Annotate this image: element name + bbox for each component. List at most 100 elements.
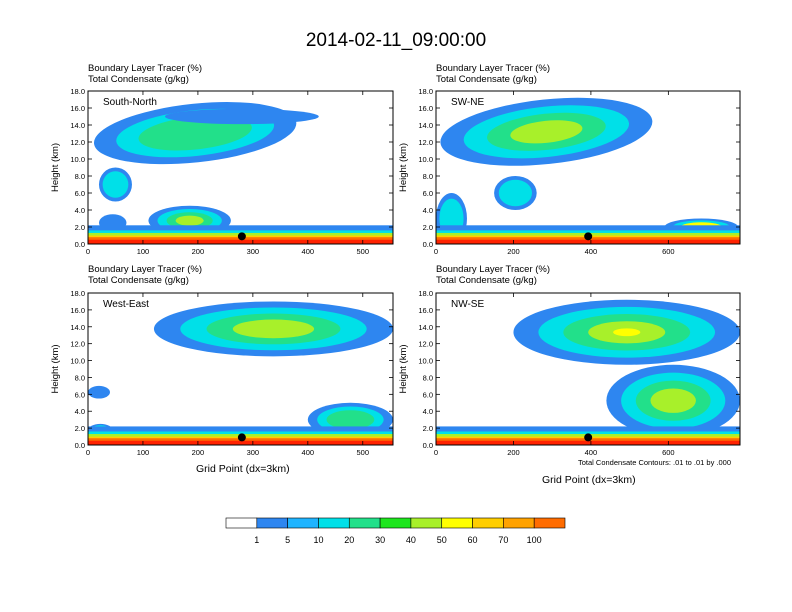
- tracer-label: Boundary Layer Tracer (%): [88, 264, 203, 275]
- colorbar-label: 5: [285, 535, 290, 545]
- y-tick-label: 18.0: [70, 289, 85, 298]
- condensate-label: Total Condensate (g/kg): [88, 74, 189, 85]
- cloud-region: [498, 179, 533, 207]
- boundary-layer-band: [436, 440, 740, 445]
- x-axis-label-nw-se: Grid Point (dx=3km): [542, 474, 636, 486]
- cloud-region: [510, 120, 583, 144]
- colorbar-label: 10: [313, 535, 323, 545]
- colorbar-swatch: [533, 517, 566, 529]
- panel-west-east: 0.0 2.0 4.0 6.0 8.0 10.0 12.0 14.0 16.0 18.0 0 100 2…: [50, 289, 394, 457]
- y-tick-label: 8.0: [75, 172, 85, 181]
- panel-label-sw-ne: Boundary Layer Tracer (%) Total Condensa…: [436, 63, 550, 85]
- x-tick-label: 0: [434, 247, 438, 256]
- x-tick-label: 600: [662, 448, 675, 457]
- y-axis-label: Height (km): [50, 344, 61, 393]
- y-tick-label: 12.0: [70, 340, 85, 349]
- plot-frame: [435, 292, 741, 446]
- y-tick-label: 2.0: [75, 223, 85, 232]
- y-tick-label: 2.0: [423, 424, 433, 433]
- x-tick-label: 0: [86, 448, 90, 457]
- colorbar-swatch: [410, 517, 443, 529]
- plot-frame: [87, 292, 394, 446]
- y-tick-label: 0.0: [423, 240, 433, 249]
- panel-label-nw-se: Boundary Layer Tracer (%) Total Condensa…: [436, 264, 550, 286]
- x-tick-label: 600: [662, 247, 675, 256]
- condensate-label: Total Condensate (g/kg): [436, 74, 537, 85]
- boundary-layer-band: [436, 239, 740, 244]
- colorbar-label: 60: [468, 535, 478, 545]
- location-marker: [584, 433, 593, 442]
- panel-label-west-east: Boundary Layer Tracer (%) Total Condensa…: [88, 264, 202, 286]
- colorbar-swatch: [379, 517, 412, 529]
- y-tick-label: 6.0: [423, 189, 433, 198]
- x-tick-label: 400: [302, 448, 315, 457]
- colorbar-label: 20: [344, 535, 354, 545]
- panel-name: SW-NE: [451, 97, 484, 108]
- panel-name: South-North: [103, 97, 157, 108]
- y-tick-label: 6.0: [423, 390, 433, 399]
- y-tick-label: 4.0: [423, 407, 433, 416]
- location-marker: [237, 232, 246, 241]
- x-tick-label: 200: [507, 247, 520, 256]
- y-tick-label: 14.0: [70, 323, 85, 332]
- panel-sw-ne: 0.0 2.0 4.0 6.0 8.0 10.0 12.0 14.0 16.0 18.0 0 200 4…: [398, 87, 741, 256]
- panel-south-north: 0.0 2.0 4.0 6.0 8.0 10.0 12.0 14.0 16.0 18.0 0 100 2…: [50, 87, 394, 256]
- panel-nw-se: 0.0 2.0 4.0 6.0 8.0 10.0 12.0 14.0 16.0 18.0 0 200 4…: [398, 289, 741, 457]
- plot-frame: [87, 90, 394, 245]
- colorbar: 1 5 10 20 30 40 50 60 70 100: [225, 517, 566, 545]
- y-tick-label: 8.0: [423, 373, 433, 382]
- colorbar-swatch: [256, 517, 288, 529]
- y-tick-label: 12.0: [418, 340, 433, 349]
- x-tick-label: 0: [86, 247, 90, 256]
- y-tick-label: 0.0: [75, 240, 85, 249]
- x-tick-label: 200: [192, 448, 205, 457]
- y-tick-label: 10.0: [418, 155, 433, 164]
- colorbar-swatch: [348, 517, 381, 529]
- y-tick-label: 16.0: [70, 104, 85, 113]
- y-tick-label: 2.0: [75, 424, 85, 433]
- y-axis-label: Height (km): [50, 143, 61, 192]
- x-tick-label: 400: [585, 247, 598, 256]
- x-tick-label: 200: [507, 448, 520, 457]
- plot-frame: [435, 90, 741, 245]
- y-tick-label: 18.0: [418, 87, 433, 96]
- y-tick-label: 18.0: [70, 87, 85, 96]
- condensate-label: Total Condensate (g/kg): [88, 275, 189, 286]
- y-tick-label: 4.0: [75, 206, 85, 215]
- y-tick-label: 16.0: [70, 306, 85, 315]
- location-marker: [584, 232, 593, 241]
- cloud-region: [175, 215, 204, 226]
- y-tick-label: 14.0: [418, 323, 433, 332]
- x-tick-label: 500: [357, 247, 370, 256]
- x-axis-label-west-east: Grid Point (dx=3km): [196, 463, 290, 475]
- x-tick-label: 500: [357, 448, 370, 457]
- colorbar-label: 50: [437, 535, 447, 545]
- cloud-region: [326, 410, 375, 430]
- colorbar-label: 1: [254, 535, 259, 545]
- y-tick-label: 4.0: [75, 407, 85, 416]
- colorbar-label: 70: [498, 535, 508, 545]
- y-tick-label: 14.0: [418, 121, 433, 130]
- tracer-field: [436, 97, 740, 244]
- boundary-layer-band: [88, 440, 393, 445]
- y-tick-label: 10.0: [70, 155, 85, 164]
- x-tick-label: 200: [192, 247, 205, 256]
- cloud-region: [102, 171, 129, 198]
- x-tick-label: 100: [137, 247, 150, 256]
- condensate-label: Total Condensate (g/kg): [436, 275, 537, 286]
- y-tick-label: 14.0: [70, 121, 85, 130]
- colorbar-swatch: [503, 517, 535, 529]
- tracer-field: [88, 301, 393, 445]
- y-tick-label: 0.0: [423, 441, 433, 450]
- y-tick-label: 18.0: [418, 289, 433, 298]
- x-tick-label: 100: [137, 448, 150, 457]
- x-tick-label: 400: [302, 247, 315, 256]
- cloud-region: [164, 108, 319, 125]
- colorbar-swatch: [225, 517, 258, 529]
- tracer-label: Boundary Layer Tracer (%): [88, 63, 203, 74]
- contour-note: Total Condensate Contours: .01 to .01 by…: [578, 458, 732, 467]
- y-tick-label: 12.0: [70, 138, 85, 147]
- cloud-region: [232, 319, 315, 339]
- y-tick-label: 10.0: [70, 357, 85, 366]
- figure-title: 2014-02-11_09:00:00: [305, 30, 487, 51]
